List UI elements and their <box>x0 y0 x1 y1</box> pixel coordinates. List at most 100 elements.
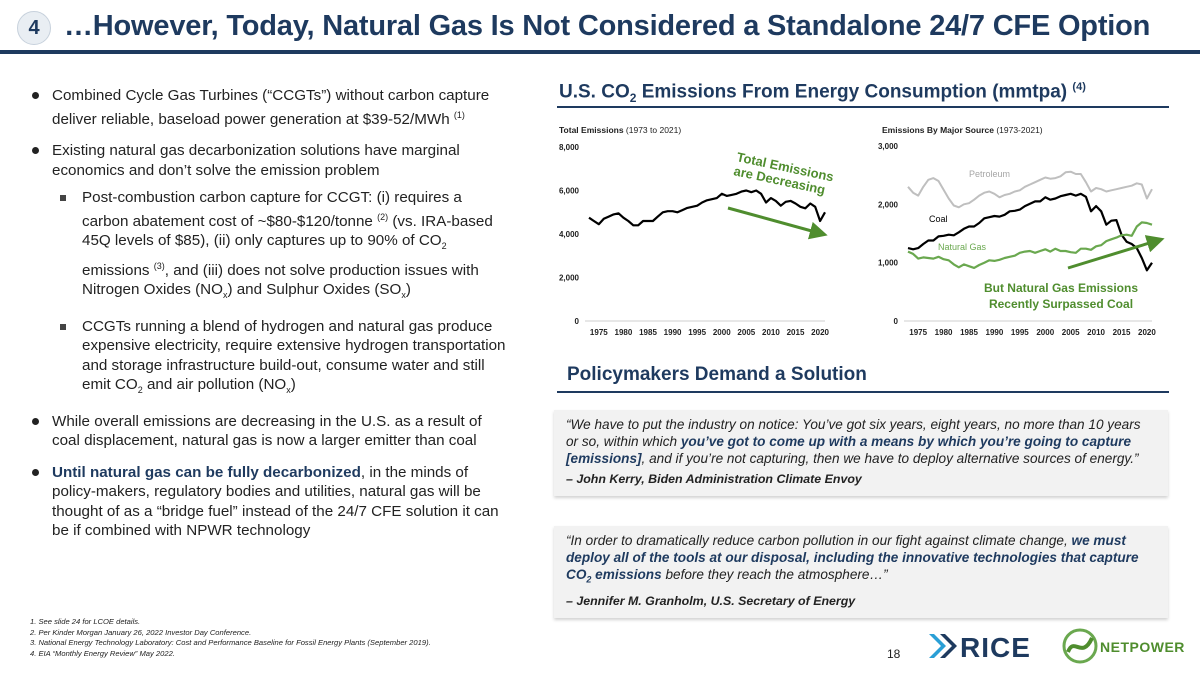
quote-body: “In order to dramatically reduce carbon … <box>566 532 1154 589</box>
sub-bullet-text: , and (iii) does not solve production is… <box>82 261 479 299</box>
subscript: 2 <box>441 241 447 252</box>
policy-heading: Policymakers Demand a Solution <box>567 364 867 385</box>
chart2-subtitle: Emissions By Major Source (1973-2021) <box>882 125 1043 135</box>
policy-heading-divider <box>557 391 1169 393</box>
bullet-text: While overall emissions are decreasing i… <box>52 412 482 450</box>
footnote-ref: (1) <box>453 109 465 120</box>
quote-attribution: – John Kerry, Biden Administration Clima… <box>566 472 862 486</box>
chart2-xtick: 1990 <box>986 328 1004 337</box>
chart1-ytick: 8,000 <box>559 143 580 152</box>
sub-bullet-text: CCGTs running a blend of hydrogen and na… <box>82 317 506 394</box>
series-label-natural-gas: Natural Gas <box>938 242 987 252</box>
subscript: x <box>286 385 291 396</box>
sub-bullet-text: and air pollution (NO <box>146 376 287 394</box>
bullet-text: Combined Cycle Gas Turbines (“CCGTs”) wi… <box>52 87 490 128</box>
footnote-4: 4. EIA “Monthly Energy Review” May 2022. <box>30 648 175 658</box>
chart2-series-line <box>907 170 1153 209</box>
chart2-xtick: 2005 <box>1062 328 1080 337</box>
quote-text: , and if you’re not capturing, then we h… <box>641 451 1139 466</box>
square-bullet-icon <box>60 195 66 202</box>
chart1-xtick: 1975 <box>590 328 608 337</box>
chart1-ytick: 2,000 <box>559 274 580 283</box>
chart2-series-line <box>907 192 1153 272</box>
chart2-title: Emissions By Major Source <box>882 125 994 135</box>
slide-header: 4 …However, Today, Natural Gas Is Not Co… <box>0 0 1200 54</box>
chart2-xtick: 2020 <box>1138 328 1156 337</box>
chart1-ytick: 6,000 <box>559 187 580 196</box>
sub-bullet-text: ) <box>405 281 411 299</box>
chart2-xtick: 1985 <box>960 328 978 337</box>
chart2-xtick: 1975 <box>909 328 927 337</box>
quote-kerry: “We have to put the industry on notice: … <box>554 410 1168 496</box>
total-emissions-chart: 0 2,000 4,000 6,000 8,000 1975 1980 1985 1990 199… <box>559 143 835 337</box>
sub-bullet-carbon-capture: Post-combustion carbon capture for CCGT:… <box>30 188 510 306</box>
trend-arrow-icon <box>727 206 828 240</box>
bullet-decarb-solutions: Existing natural gas decarbonization sol… <box>30 141 510 180</box>
subscript: x <box>222 290 228 301</box>
bullet-dot-icon <box>32 468 39 476</box>
chart2-xtick: 2000 <box>1036 328 1054 337</box>
page-title: …However, Today, Natural Gas Is Not Cons… <box>64 10 1151 42</box>
slide-number-badge: 4 <box>17 11 51 45</box>
bullet-dot-icon <box>32 417 39 425</box>
footnote-ref: (4) <box>1072 81 1086 93</box>
heading-divider <box>557 106 1169 108</box>
chart2-ytick: 1,000 <box>878 259 899 268</box>
subscript: x <box>401 290 406 301</box>
chart1-xtick: 2010 <box>762 328 780 337</box>
quote-highlight: emissions <box>591 567 662 582</box>
chart2-xtick: 1995 <box>1011 328 1029 337</box>
bullet-emissions-decreasing: While overall emissions are decreasing i… <box>30 412 510 451</box>
footnotes: 1. See slide 24 for LCOE details. 2. Per… <box>30 617 431 659</box>
chart2-callout-line2: Recently Surpassed Coal <box>989 297 1133 311</box>
bullet-text: , in the minds of policy-makers, regulat… <box>52 463 499 540</box>
chart2-xtick: 2010 <box>1087 328 1105 337</box>
chart1-subtitle: Total Emissions (1973 to 2021) <box>559 125 681 135</box>
sub-bullet-text: emissions <box>82 261 150 279</box>
footnote-2: 2. Per Kinder Morgan January 26, 2022 In… <box>30 627 252 637</box>
chart1-ytick: 0 <box>575 317 580 326</box>
footnote-1: 1. See slide 24 for LCOE details. <box>30 617 141 626</box>
bullet-bridge-fuel: Until natural gas can be fully decarboni… <box>30 463 510 541</box>
chart2-xtick: 1980 <box>935 328 953 337</box>
quote-text: “We have to put the industry on notice: … <box>566 417 1141 449</box>
quote-granholm: “In order to dramatically reduce carbon … <box>554 526 1168 618</box>
chart2-range: (1973-2021) <box>993 125 1043 135</box>
bullet-text: Existing natural gas decarbonization sol… <box>52 142 460 179</box>
bullet-highlight: Until natural gas can be fully decarboni… <box>52 463 361 481</box>
bullet-dot-icon <box>32 92 39 99</box>
netpower-logo: NETPOWER <box>1062 628 1184 664</box>
chart2-ytick: 3,000 <box>878 142 899 151</box>
quote-text: “In order to dramatically reduce carbon … <box>566 533 1072 548</box>
quote-attribution: – Jennifer M. Granholm, U.S. Secretary o… <box>566 593 856 608</box>
quote-highlight: we must deploy all of the tools at our d… <box>566 533 1139 582</box>
chart1-xtick: 2020 <box>811 328 829 337</box>
chart1-xtick: 1990 <box>664 328 682 337</box>
sub-bullet-hydrogen: CCGTs running a blend of hydrogen and na… <box>30 317 510 401</box>
chart1-range: (1973 to 2021) <box>623 125 682 135</box>
bullet-dot-icon <box>32 147 39 155</box>
footnote-ref: (3) <box>153 260 165 271</box>
chart2-ytick: 0 <box>894 317 899 326</box>
chart2-xtick: 2015 <box>1113 328 1131 337</box>
quote-highlight: you’ve got to come up with a means by wh… <box>566 434 1132 466</box>
chart1-xtick: 2005 <box>737 328 755 337</box>
series-label-coal: Coal <box>929 214 948 224</box>
quote-text: before they reach the atmosphere…” <box>661 567 888 582</box>
subscript: 2 <box>586 574 592 585</box>
subscript: 2 <box>629 91 637 106</box>
heading-text: U.S. CO <box>559 81 630 103</box>
sub-bullet-text: Post-combustion carbon capture for CCGT:… <box>82 189 462 230</box>
sub-bullet-text: (vs. IRA-based 45Q levels of $85), (ii) … <box>82 212 493 250</box>
chart1-xtick: 1980 <box>615 328 633 337</box>
rice-logo-text: RICE <box>960 632 1031 663</box>
subscript: 2 <box>137 385 143 396</box>
emissions-heading: U.S. CO2 Emissions From Energy Consumpti… <box>559 81 1086 105</box>
chart1-xtick: 1995 <box>688 328 706 337</box>
chart2-ytick: 2,000 <box>878 200 899 209</box>
chart1-xtick: 2015 <box>787 328 805 337</box>
chart2-series-line <box>907 221 1153 269</box>
emissions-by-source-chart: 0 1,000 2,000 3,000 1975 1980 1985 1990 1995 2000… <box>878 142 1165 337</box>
series-label-petroleum: Petroleum <box>969 169 1010 179</box>
chart2-callout-line1: But Natural Gas Emissions <box>984 281 1138 295</box>
